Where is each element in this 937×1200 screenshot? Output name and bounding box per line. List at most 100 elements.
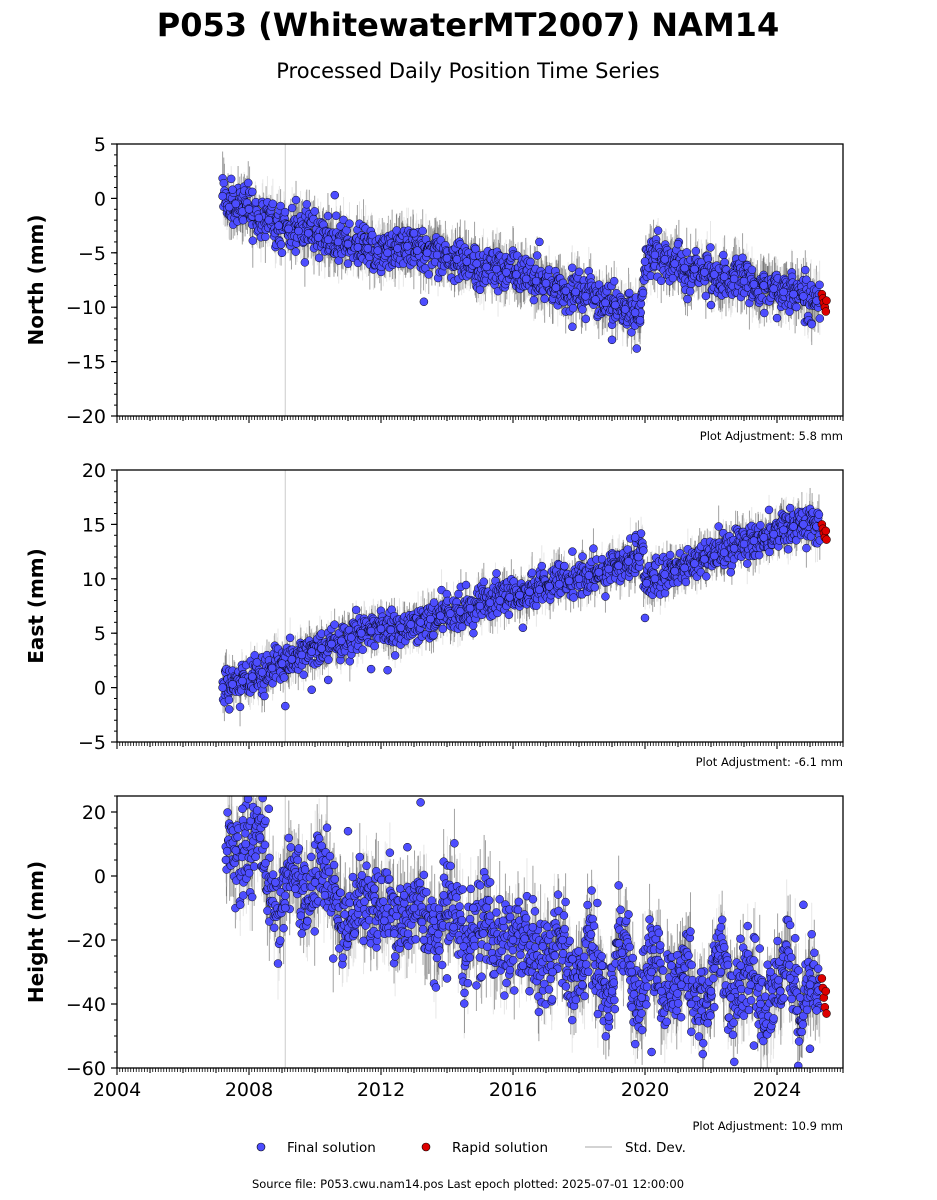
final-solution-marker bbox=[772, 313, 782, 323]
final-solution-marker bbox=[419, 297, 429, 307]
final-solution-marker bbox=[492, 264, 501, 274]
final-solution-marker bbox=[535, 237, 544, 247]
final-solution-point bbox=[625, 288, 634, 298]
rapid-solution-marker bbox=[821, 307, 831, 316]
final-solution-marker bbox=[620, 305, 630, 314]
final-solution-marker bbox=[632, 344, 641, 353]
final-solution-point bbox=[532, 251, 542, 260]
y-tick-label: −15 bbox=[66, 352, 106, 374]
final-solution-marker bbox=[452, 255, 462, 264]
final-solution-marker bbox=[304, 228, 313, 238]
final-solution-point bbox=[244, 178, 253, 188]
y-tick-label: −10 bbox=[66, 297, 106, 319]
final-solution-marker bbox=[680, 263, 689, 273]
final-solution-point bbox=[792, 302, 801, 312]
final-solution-marker bbox=[541, 279, 551, 288]
final-solution-point bbox=[358, 645, 367, 654]
final-solution-point bbox=[268, 199, 278, 209]
final-solution-marker bbox=[581, 292, 590, 301]
panels: 5 0 −5 −10 −15 −20 North (mm) Plot Adjustment: … bbox=[24, 134, 844, 1133]
y-tick-label: −20 bbox=[66, 406, 106, 428]
chart-title: P053 (WhitewaterMT2007) NAM14 bbox=[157, 6, 779, 44]
final-solution-marker bbox=[739, 276, 749, 286]
final-solution-point bbox=[638, 288, 648, 298]
final-solution-point bbox=[345, 657, 355, 666]
final-solution-marker bbox=[409, 228, 419, 238]
final-solution-marker bbox=[442, 253, 452, 263]
final-solution-point bbox=[668, 273, 678, 283]
rapid-solution-marker bbox=[822, 296, 831, 305]
final-solution-marker bbox=[422, 248, 432, 258]
final-solution-marker bbox=[759, 281, 769, 290]
y-tick-label: 5 bbox=[94, 134, 106, 156]
final-solution-point bbox=[224, 695, 234, 705]
final-solution-point bbox=[747, 265, 757, 275]
final-solution-marker bbox=[264, 215, 274, 225]
final-solution-marker bbox=[521, 274, 531, 284]
final-solution-marker bbox=[413, 246, 422, 255]
final-solution-point bbox=[276, 240, 286, 249]
plot-adjustment: Plot Adjustment: 5.8 mm bbox=[700, 429, 843, 443]
final-solution-marker bbox=[373, 246, 382, 255]
final-solution-point bbox=[314, 253, 324, 263]
final-solution-point bbox=[815, 280, 824, 290]
final-solution-point bbox=[760, 308, 769, 318]
final-solution-point bbox=[261, 232, 270, 242]
final-solution-point bbox=[291, 247, 300, 256]
final-solution-point bbox=[345, 219, 354, 228]
final-solution-marker bbox=[502, 268, 511, 277]
final-solution-point bbox=[653, 226, 663, 235]
final-solution-marker bbox=[670, 259, 679, 268]
final-solution-point bbox=[471, 244, 480, 254]
final-solution-marker bbox=[551, 283, 561, 292]
final-solution-marker bbox=[383, 248, 392, 258]
final-solution-marker bbox=[601, 298, 610, 308]
final-solution-marker bbox=[363, 244, 373, 253]
y-axis-label: North (mm) bbox=[24, 214, 48, 345]
final-solution-marker bbox=[228, 185, 237, 194]
final-solution-marker bbox=[294, 226, 303, 236]
final-solution-marker bbox=[244, 205, 254, 214]
final-solution-point bbox=[323, 211, 333, 221]
final-solution-point bbox=[815, 314, 825, 323]
final-solution-point bbox=[276, 201, 285, 211]
final-solution-point bbox=[299, 670, 308, 679]
final-solution-point bbox=[300, 258, 310, 267]
final-solution-marker bbox=[475, 285, 485, 295]
final-solution-point bbox=[424, 270, 433, 279]
final-solution-point bbox=[656, 276, 666, 286]
final-solution-marker bbox=[343, 239, 353, 249]
final-solution-marker bbox=[462, 257, 472, 266]
final-solution-point bbox=[339, 215, 348, 225]
final-solution-marker bbox=[231, 199, 241, 209]
final-solution-point bbox=[682, 248, 691, 257]
final-solution-point bbox=[248, 236, 258, 245]
final-solution-point bbox=[685, 286, 695, 296]
final-solution-marker bbox=[640, 257, 650, 266]
final-solution-point bbox=[738, 253, 747, 263]
final-solution-marker bbox=[254, 213, 264, 223]
final-solution-point bbox=[226, 174, 236, 184]
final-solution-marker bbox=[799, 292, 808, 301]
plot-area bbox=[218, 470, 831, 742]
final-solution-point bbox=[706, 243, 715, 252]
final-solution-point bbox=[238, 216, 248, 225]
final-solution-point bbox=[279, 673, 289, 682]
final-solution-point bbox=[260, 691, 269, 701]
final-solution-marker bbox=[719, 272, 729, 281]
final-solution-marker bbox=[472, 259, 481, 268]
final-solution-point bbox=[370, 641, 379, 651]
final-solution-marker bbox=[779, 287, 788, 297]
final-solution-point bbox=[287, 203, 297, 213]
final-solution-marker bbox=[769, 284, 778, 293]
final-solution-marker bbox=[607, 335, 617, 345]
final-solution-point bbox=[683, 294, 692, 304]
final-solution-point bbox=[250, 651, 259, 660]
final-solution-point bbox=[802, 275, 811, 284]
panel-north: 5 0 −5 −10 −15 −20 North (mm) Plot Adjustment: … bbox=[24, 134, 844, 443]
final-solution-point bbox=[219, 178, 228, 188]
final-solution-point bbox=[627, 328, 636, 337]
final-solution-marker bbox=[630, 308, 640, 317]
